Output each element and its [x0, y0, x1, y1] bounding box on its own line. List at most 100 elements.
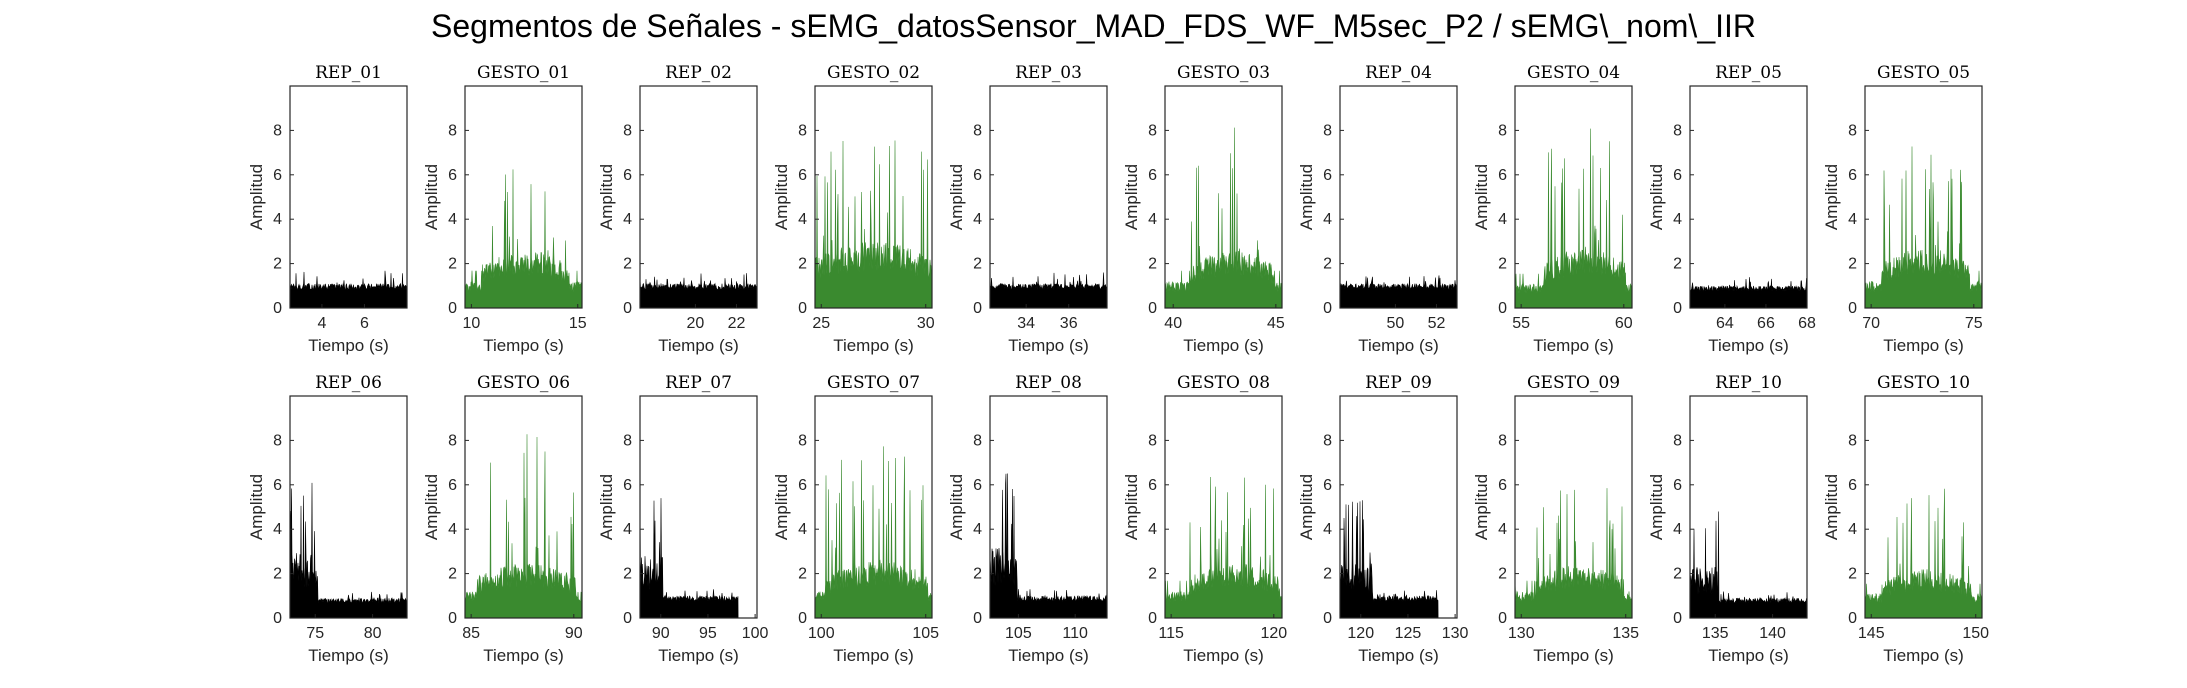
y-tick-label: 6 — [1673, 167, 1682, 184]
subplot-title: REP_05 — [1715, 63, 1782, 83]
y-axis-label: Amplitud — [947, 164, 966, 230]
y-tick-label: 2 — [1673, 256, 1682, 273]
subplot-gesto_10: 0 2 4 6 8 145 150 GESTO_10 Tiempo (s) Amplitud — [1822, 373, 1989, 665]
y-tick-label: 4 — [448, 521, 457, 538]
x-tick-label: 115 — [1158, 625, 1184, 642]
axes-frame — [289, 85, 408, 309]
subplot-rep_04: 0 2 4 6 8 50 52 REP_04 Tiempo (s) Amplitud — [1297, 63, 1458, 355]
axes-frame — [639, 395, 758, 619]
subplot-title: REP_04 — [1365, 63, 1432, 83]
axes-frame — [1514, 85, 1633, 309]
x-axis-label: Tiempo (s) — [1008, 336, 1089, 355]
signal-area-gesto_06 — [464, 434, 583, 619]
subplot-title: REP_08 — [1015, 373, 1082, 393]
x-axis-label: Tiempo (s) — [483, 646, 564, 665]
subplot-title: GESTO_08 — [1177, 373, 1270, 393]
y-tick-label: 6 — [1323, 167, 1332, 184]
subplot-rep_03: 0 2 4 6 8 34 36 REP_03 Tiempo (s) Amplitud — [947, 63, 1108, 355]
x-tick-label: 125 — [1395, 625, 1422, 642]
x-tick-label: 40 — [1164, 315, 1182, 332]
y-tick-label: 8 — [273, 432, 282, 449]
y-tick-label: 4 — [1673, 521, 1682, 538]
y-tick-label: 0 — [1848, 610, 1857, 627]
y-tick-label: 0 — [623, 300, 632, 317]
y-tick-label: 4 — [1848, 211, 1857, 228]
y-tick-label: 8 — [1148, 122, 1157, 139]
x-tick-label: 130 — [1508, 625, 1535, 642]
y-tick-label: 0 — [1323, 610, 1332, 627]
y-tick-label: 6 — [448, 167, 457, 184]
y-axis-label: Amplitud — [1647, 474, 1666, 540]
x-axis-label: Tiempo (s) — [1358, 336, 1439, 355]
y-tick-label: 0 — [973, 300, 982, 317]
y-tick-label: 0 — [1673, 610, 1682, 627]
subplot-title: GESTO_07 — [827, 373, 920, 393]
y-tick-label: 0 — [1323, 300, 1332, 317]
x-tick-label: 6 — [360, 315, 369, 332]
y-tick-label: 8 — [1498, 122, 1507, 139]
axes-frame — [464, 85, 583, 309]
y-tick-label: 0 — [273, 610, 282, 627]
y-axis-label: Amplitud — [597, 474, 616, 540]
y-tick-label: 4 — [1498, 521, 1507, 538]
y-tick-label: 2 — [973, 256, 982, 273]
signal-area-rep_06 — [289, 482, 408, 619]
x-tick-label: 45 — [1267, 315, 1285, 332]
subplot-gesto_07: 0 2 4 6 8 100 105 GESTO_07 Tiempo (s) Amplitud — [772, 373, 939, 665]
y-tick-label: 4 — [273, 211, 282, 228]
axes-frame — [1689, 395, 1808, 619]
signal-area-gesto_07 — [814, 446, 933, 619]
y-tick-label: 6 — [273, 167, 282, 184]
x-axis-label: Tiempo (s) — [1533, 336, 1614, 355]
x-axis-label: Tiempo (s) — [1183, 336, 1264, 355]
y-tick-label: 4 — [623, 211, 632, 228]
y-tick-label: 8 — [1148, 432, 1157, 449]
axes-frame — [1689, 85, 1808, 309]
subplot-rep_01: 0 2 4 6 8 4 6 REP_01 Tiempo (s) Amplitud — [247, 63, 408, 355]
axes-frame — [1864, 395, 1983, 619]
x-axis-label: Tiempo (s) — [1358, 646, 1439, 665]
y-tick-label: 8 — [448, 432, 457, 449]
x-tick-label: 10 — [462, 315, 480, 332]
y-axis-label: Amplitud — [597, 164, 616, 230]
x-tick-label: 105 — [1005, 625, 1032, 642]
subplot-gesto_05: 0 2 4 6 8 70 75 GESTO_05 Tiempo (s) Amplitud — [1822, 63, 1983, 355]
signal-area-rep_01 — [289, 270, 408, 309]
y-tick-label: 6 — [1498, 167, 1507, 184]
x-tick-label: 135 — [1612, 625, 1639, 642]
signal-area-rep_10 — [1689, 511, 1808, 619]
signal-area-rep_08 — [989, 473, 1108, 619]
y-axis-label: Amplitud — [947, 474, 966, 540]
y-axis-label: Amplitud — [772, 474, 791, 540]
x-tick-label: 64 — [1716, 315, 1734, 332]
subplot-title: REP_03 — [1015, 63, 1082, 83]
y-axis-label: Amplitud — [1822, 474, 1841, 540]
y-tick-label: 0 — [448, 300, 457, 317]
subplot-title: REP_07 — [665, 373, 732, 393]
subplot-title: REP_01 — [315, 63, 382, 83]
y-axis-label: Amplitud — [1647, 164, 1666, 230]
subplot-title: REP_02 — [665, 63, 732, 83]
x-tick-label: 130 — [1442, 625, 1469, 642]
x-tick-label: 150 — [1962, 625, 1989, 642]
y-tick-label: 4 — [1848, 521, 1857, 538]
subplot-gesto_02: 0 2 4 6 8 25 30 GESTO_02 Tiempo (s) Amplitud — [772, 63, 935, 355]
y-tick-label: 0 — [1148, 610, 1157, 627]
x-tick-label: 70 — [1862, 315, 1880, 332]
y-tick-label: 2 — [798, 566, 807, 583]
y-tick-label: 6 — [1148, 477, 1157, 494]
y-tick-label: 6 — [1848, 167, 1857, 184]
y-tick-label: 2 — [273, 256, 282, 273]
x-tick-label: 34 — [1017, 315, 1035, 332]
y-tick-label: 8 — [798, 122, 807, 139]
signal-area-rep_05 — [1689, 277, 1808, 309]
x-tick-label: 95 — [699, 625, 717, 642]
x-tick-label: 36 — [1060, 315, 1078, 332]
subplot-title: GESTO_01 — [477, 63, 570, 83]
axes-frame — [814, 85, 933, 309]
x-tick-label: 140 — [1759, 625, 1786, 642]
y-tick-label: 2 — [623, 566, 632, 583]
y-tick-label: 8 — [973, 122, 982, 139]
y-axis-label: Amplitud — [1297, 164, 1316, 230]
x-axis-label: Tiempo (s) — [1533, 646, 1614, 665]
